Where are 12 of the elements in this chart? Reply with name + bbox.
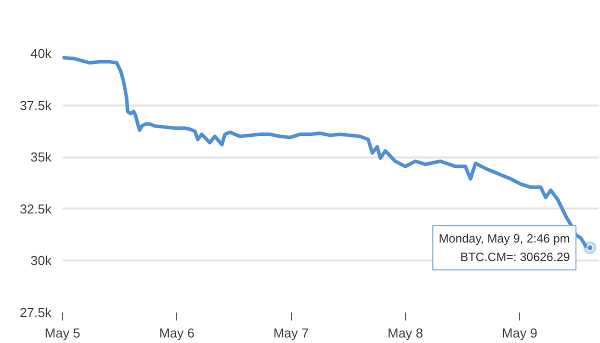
annotation: Monday, May 9, 2:46 pm BTC.CM=: 30626.29 [438, 232, 570, 264]
x-tick-label: May 5 [44, 326, 80, 340]
y-tick-label: 27.5k [20, 305, 52, 320]
x-tick-label: May 8 [388, 326, 424, 340]
y-tick-label: 35k [30, 150, 52, 165]
y-tick-label: 37.5k [20, 98, 52, 113]
y-tick-label: 32.5k [20, 201, 52, 216]
x-tick-label: May 7 [273, 326, 309, 340]
y-tick-label: 40k [30, 46, 52, 61]
x-tick-label: May 9 [502, 326, 538, 340]
y-tick-label: 30k [30, 253, 52, 268]
x-tick-label: May 6 [159, 326, 194, 340]
